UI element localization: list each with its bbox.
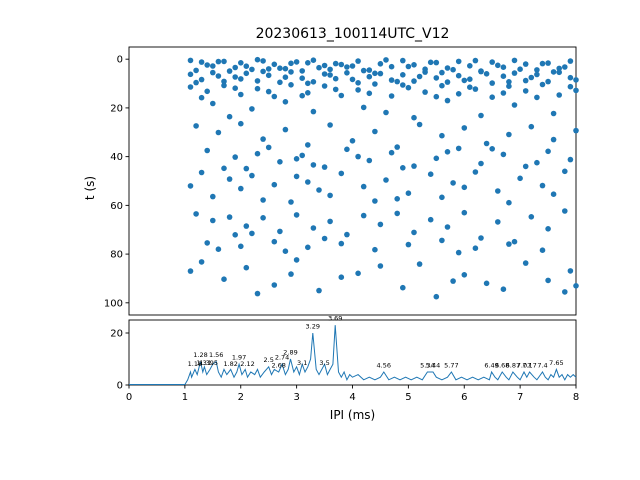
svg-text:1.39: 1.39: [199, 359, 213, 367]
svg-text:1.97: 1.97: [232, 354, 246, 362]
svg-text:20: 20: [110, 329, 123, 340]
y-axis-label: t (s): [83, 175, 97, 201]
svg-text:6.68: 6.68: [495, 361, 509, 369]
tick-marks: [125, 58, 577, 389]
svg-text:7.17: 7.17: [522, 361, 536, 369]
svg-text:1.18: 1.18: [188, 360, 202, 368]
svg-text:0: 0: [126, 392, 132, 403]
histogram-line: [129, 325, 577, 385]
annotation-labels: 1.181.281.31.391.51.561.821.972.12 2.52.6…: [188, 315, 564, 370]
svg-text:2.12: 2.12: [240, 360, 254, 368]
svg-text:3.69: 3.69: [328, 315, 342, 323]
svg-text:1.82: 1.82: [223, 360, 237, 368]
svg-text:1.3: 1.3: [196, 359, 206, 367]
svg-text:40: 40: [110, 152, 123, 163]
svg-text:1.28: 1.28: [193, 351, 207, 359]
svg-text:7.07: 7.07: [517, 361, 531, 369]
svg-text:20: 20: [110, 103, 123, 114]
svg-text:3: 3: [293, 392, 299, 403]
svg-text:5.77: 5.77: [444, 361, 458, 369]
svg-text:5.34: 5.34: [420, 361, 434, 369]
svg-text:1.56: 1.56: [209, 351, 223, 359]
svg-text:5.44: 5.44: [426, 361, 440, 369]
svg-text:7: 7: [517, 392, 523, 403]
svg-text:2: 2: [238, 392, 244, 403]
svg-text:3.1: 3.1: [297, 359, 307, 367]
scatter-points: [187, 56, 579, 300]
svg-text:4: 4: [349, 392, 355, 403]
svg-text:7.4: 7.4: [537, 361, 547, 369]
svg-text:5: 5: [405, 392, 411, 403]
svg-text:100: 100: [104, 298, 123, 309]
svg-text:2.68: 2.68: [271, 361, 285, 369]
svg-text:2.5: 2.5: [264, 356, 274, 364]
tick-labels: 0 20 40 60 80 100 0 20 0 1 2 3 4 5 6 7 8: [104, 55, 579, 403]
svg-text:2.74: 2.74: [275, 354, 289, 362]
svg-text:8: 8: [573, 392, 579, 403]
svg-text:6.49: 6.49: [484, 361, 498, 369]
svg-text:6.87: 6.87: [506, 361, 520, 369]
svg-text:0: 0: [117, 55, 123, 66]
svg-text:60: 60: [110, 201, 123, 212]
svg-text:4.56: 4.56: [377, 361, 391, 369]
svg-text:80: 80: [110, 250, 123, 261]
svg-text:1.5: 1.5: [208, 359, 218, 367]
svg-text:2.89: 2.89: [283, 348, 297, 356]
svg-text:7.65: 7.65: [549, 359, 563, 367]
x-axis-label: IPI (ms): [329, 408, 376, 422]
svg-text:6: 6: [461, 392, 467, 403]
svg-text:3.5: 3.5: [319, 359, 329, 367]
svg-text:0: 0: [117, 381, 123, 392]
chart-title: 20230613_100114UTC_V12: [255, 26, 450, 42]
svg-text:3.29: 3.29: [306, 322, 320, 330]
svg-text:1: 1: [182, 392, 188, 403]
